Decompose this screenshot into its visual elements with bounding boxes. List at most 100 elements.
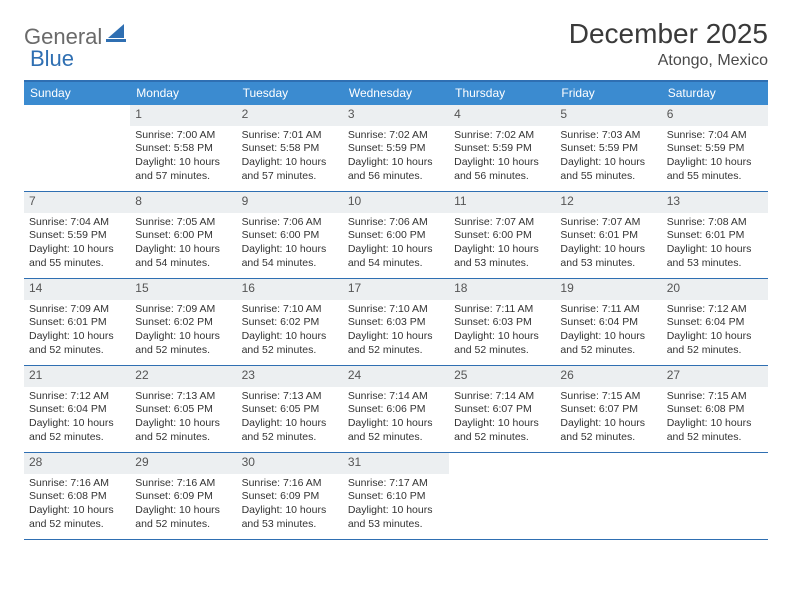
day-number: 21 — [24, 366, 130, 387]
daylight-text: Daylight: 10 hours and 55 minutes. — [667, 156, 763, 183]
day-detail: Sunrise: 7:13 AMSunset: 6:05 PMDaylight:… — [130, 387, 236, 450]
day-cell: 2Sunrise: 7:01 AMSunset: 5:58 PMDaylight… — [237, 105, 343, 191]
weekday-header-row: Sunday Monday Tuesday Wednesday Thursday… — [24, 82, 768, 105]
weekday-sun: Sunday — [24, 82, 130, 105]
weekday-fri: Friday — [555, 82, 661, 105]
sunset-text: Sunset: 6:08 PM — [29, 490, 125, 504]
sunset-text: Sunset: 6:05 PM — [242, 403, 338, 417]
sunset-text: Sunset: 6:09 PM — [135, 490, 231, 504]
day-cell — [449, 453, 555, 539]
weekday-thu: Thursday — [449, 82, 555, 105]
daylight-text: Daylight: 10 hours and 52 minutes. — [454, 417, 550, 444]
daylight-text: Daylight: 10 hours and 52 minutes. — [242, 417, 338, 444]
sunrise-text: Sunrise: 7:12 AM — [29, 390, 125, 404]
day-detail: Sunrise: 7:14 AMSunset: 6:06 PMDaylight:… — [343, 387, 449, 450]
day-number: 26 — [555, 366, 661, 387]
day-detail: Sunrise: 7:09 AMSunset: 6:02 PMDaylight:… — [130, 300, 236, 363]
sunset-text: Sunset: 6:00 PM — [242, 229, 338, 243]
sunrise-text: Sunrise: 7:07 AM — [560, 216, 656, 230]
sunset-text: Sunset: 6:04 PM — [560, 316, 656, 330]
daylight-text: Daylight: 10 hours and 52 minutes. — [560, 330, 656, 357]
week-row: 21Sunrise: 7:12 AMSunset: 6:04 PMDayligh… — [24, 366, 768, 453]
day-cell: 26Sunrise: 7:15 AMSunset: 6:07 PMDayligh… — [555, 366, 661, 452]
week-row: 14Sunrise: 7:09 AMSunset: 6:01 PMDayligh… — [24, 279, 768, 366]
sunset-text: Sunset: 6:03 PM — [348, 316, 444, 330]
sunrise-text: Sunrise: 7:14 AM — [454, 390, 550, 404]
logo-sail-icon — [106, 22, 128, 47]
daylight-text: Daylight: 10 hours and 57 minutes. — [242, 156, 338, 183]
sunrise-text: Sunrise: 7:16 AM — [242, 477, 338, 491]
day-detail: Sunrise: 7:05 AMSunset: 6:00 PMDaylight:… — [130, 213, 236, 276]
day-number: 18 — [449, 279, 555, 300]
sunrise-text: Sunrise: 7:09 AM — [135, 303, 231, 317]
sunset-text: Sunset: 6:01 PM — [29, 316, 125, 330]
weekday-tue: Tuesday — [237, 82, 343, 105]
sunset-text: Sunset: 6:08 PM — [667, 403, 763, 417]
day-cell: 19Sunrise: 7:11 AMSunset: 6:04 PMDayligh… — [555, 279, 661, 365]
day-detail: Sunrise: 7:12 AMSunset: 6:04 PMDaylight:… — [24, 387, 130, 450]
day-detail: Sunrise: 7:03 AMSunset: 5:59 PMDaylight:… — [555, 126, 661, 189]
day-detail: Sunrise: 7:16 AMSunset: 6:09 PMDaylight:… — [130, 474, 236, 537]
weekday-wed: Wednesday — [343, 82, 449, 105]
day-detail: Sunrise: 7:02 AMSunset: 5:59 PMDaylight:… — [449, 126, 555, 189]
sunrise-text: Sunrise: 7:07 AM — [454, 216, 550, 230]
sunrise-text: Sunrise: 7:14 AM — [348, 390, 444, 404]
day-cell: 16Sunrise: 7:10 AMSunset: 6:02 PMDayligh… — [237, 279, 343, 365]
day-cell: 9 Sunrise: 7:06 AMSunset: 6:00 PMDaylight… — [237, 192, 343, 278]
sunset-text: Sunset: 5:59 PM — [348, 142, 444, 156]
day-number: 12 — [555, 192, 661, 213]
daylight-text: Daylight: 10 hours and 53 minutes. — [242, 504, 338, 531]
day-detail: Sunrise: 7:15 AMSunset: 6:08 PMDaylight:… — [662, 387, 768, 450]
sunrise-text: Sunrise: 7:15 AM — [560, 390, 656, 404]
sunset-text: Sunset: 5:58 PM — [135, 142, 231, 156]
day-number: 10 — [343, 192, 449, 213]
day-cell: 22Sunrise: 7:13 AMSunset: 6:05 PMDayligh… — [130, 366, 236, 452]
day-number: 5 — [555, 105, 661, 126]
day-cell: 17Sunrise: 7:10 AMSunset: 6:03 PMDayligh… — [343, 279, 449, 365]
day-detail: Sunrise: 7:10 AMSunset: 6:03 PMDaylight:… — [343, 300, 449, 363]
day-cell: 13Sunrise: 7:08 AMSunset: 6:01 PMDayligh… — [662, 192, 768, 278]
sunrise-text: Sunrise: 7:08 AM — [667, 216, 763, 230]
day-number: 24 — [343, 366, 449, 387]
day-cell: 6Sunrise: 7:04 AMSunset: 5:59 PMDaylight… — [662, 105, 768, 191]
day-number: 29 — [130, 453, 236, 474]
daylight-text: Daylight: 10 hours and 52 minutes. — [242, 330, 338, 357]
daylight-text: Daylight: 10 hours and 52 minutes. — [29, 417, 125, 444]
weekday-sat: Saturday — [662, 82, 768, 105]
day-number: 9 — [237, 192, 343, 213]
daylight-text: Daylight: 10 hours and 54 minutes. — [242, 243, 338, 270]
sunrise-text: Sunrise: 7:06 AM — [242, 216, 338, 230]
sunrise-text: Sunrise: 7:11 AM — [454, 303, 550, 317]
day-detail: Sunrise: 7:13 AMSunset: 6:05 PMDaylight:… — [237, 387, 343, 450]
day-detail: Sunrise: 7:14 AMSunset: 6:07 PMDaylight:… — [449, 387, 555, 450]
header: General December 2025 Atongo, Mexico — [24, 18, 768, 70]
day-number: 25 — [449, 366, 555, 387]
day-detail: Sunrise: 7:11 AMSunset: 6:04 PMDaylight:… — [555, 300, 661, 363]
day-detail: Sunrise: 7:06 AMSunset: 6:00 PMDaylight:… — [343, 213, 449, 276]
daylight-text: Daylight: 10 hours and 52 minutes. — [667, 417, 763, 444]
day-number: 6 — [662, 105, 768, 126]
day-number: 19 — [555, 279, 661, 300]
day-detail: Sunrise: 7:15 AMSunset: 6:07 PMDaylight:… — [555, 387, 661, 450]
day-detail: Sunrise: 7:09 AMSunset: 6:01 PMDaylight:… — [24, 300, 130, 363]
sunset-text: Sunset: 6:01 PM — [667, 229, 763, 243]
day-cell: 28Sunrise: 7:16 AMSunset: 6:08 PMDayligh… — [24, 453, 130, 539]
day-number: 2 — [237, 105, 343, 126]
day-cell: 15Sunrise: 7:09 AMSunset: 6:02 PMDayligh… — [130, 279, 236, 365]
sunrise-text: Sunrise: 7:09 AM — [29, 303, 125, 317]
day-cell: 25Sunrise: 7:14 AMSunset: 6:07 PMDayligh… — [449, 366, 555, 452]
sunrise-text: Sunrise: 7:03 AM — [560, 129, 656, 143]
day-cell — [555, 453, 661, 539]
day-number: 16 — [237, 279, 343, 300]
sunrise-text: Sunrise: 7:04 AM — [29, 216, 125, 230]
daylight-text: Daylight: 10 hours and 53 minutes. — [454, 243, 550, 270]
day-cell: 5Sunrise: 7:03 AMSunset: 5:59 PMDaylight… — [555, 105, 661, 191]
day-number: 20 — [662, 279, 768, 300]
sunrise-text: Sunrise: 7:16 AM — [29, 477, 125, 491]
daylight-text: Daylight: 10 hours and 55 minutes. — [29, 243, 125, 270]
daylight-text: Daylight: 10 hours and 52 minutes. — [135, 417, 231, 444]
daylight-text: Daylight: 10 hours and 55 minutes. — [560, 156, 656, 183]
day-cell: 29Sunrise: 7:16 AMSunset: 6:09 PMDayligh… — [130, 453, 236, 539]
day-cell — [662, 453, 768, 539]
day-number: 8 — [130, 192, 236, 213]
